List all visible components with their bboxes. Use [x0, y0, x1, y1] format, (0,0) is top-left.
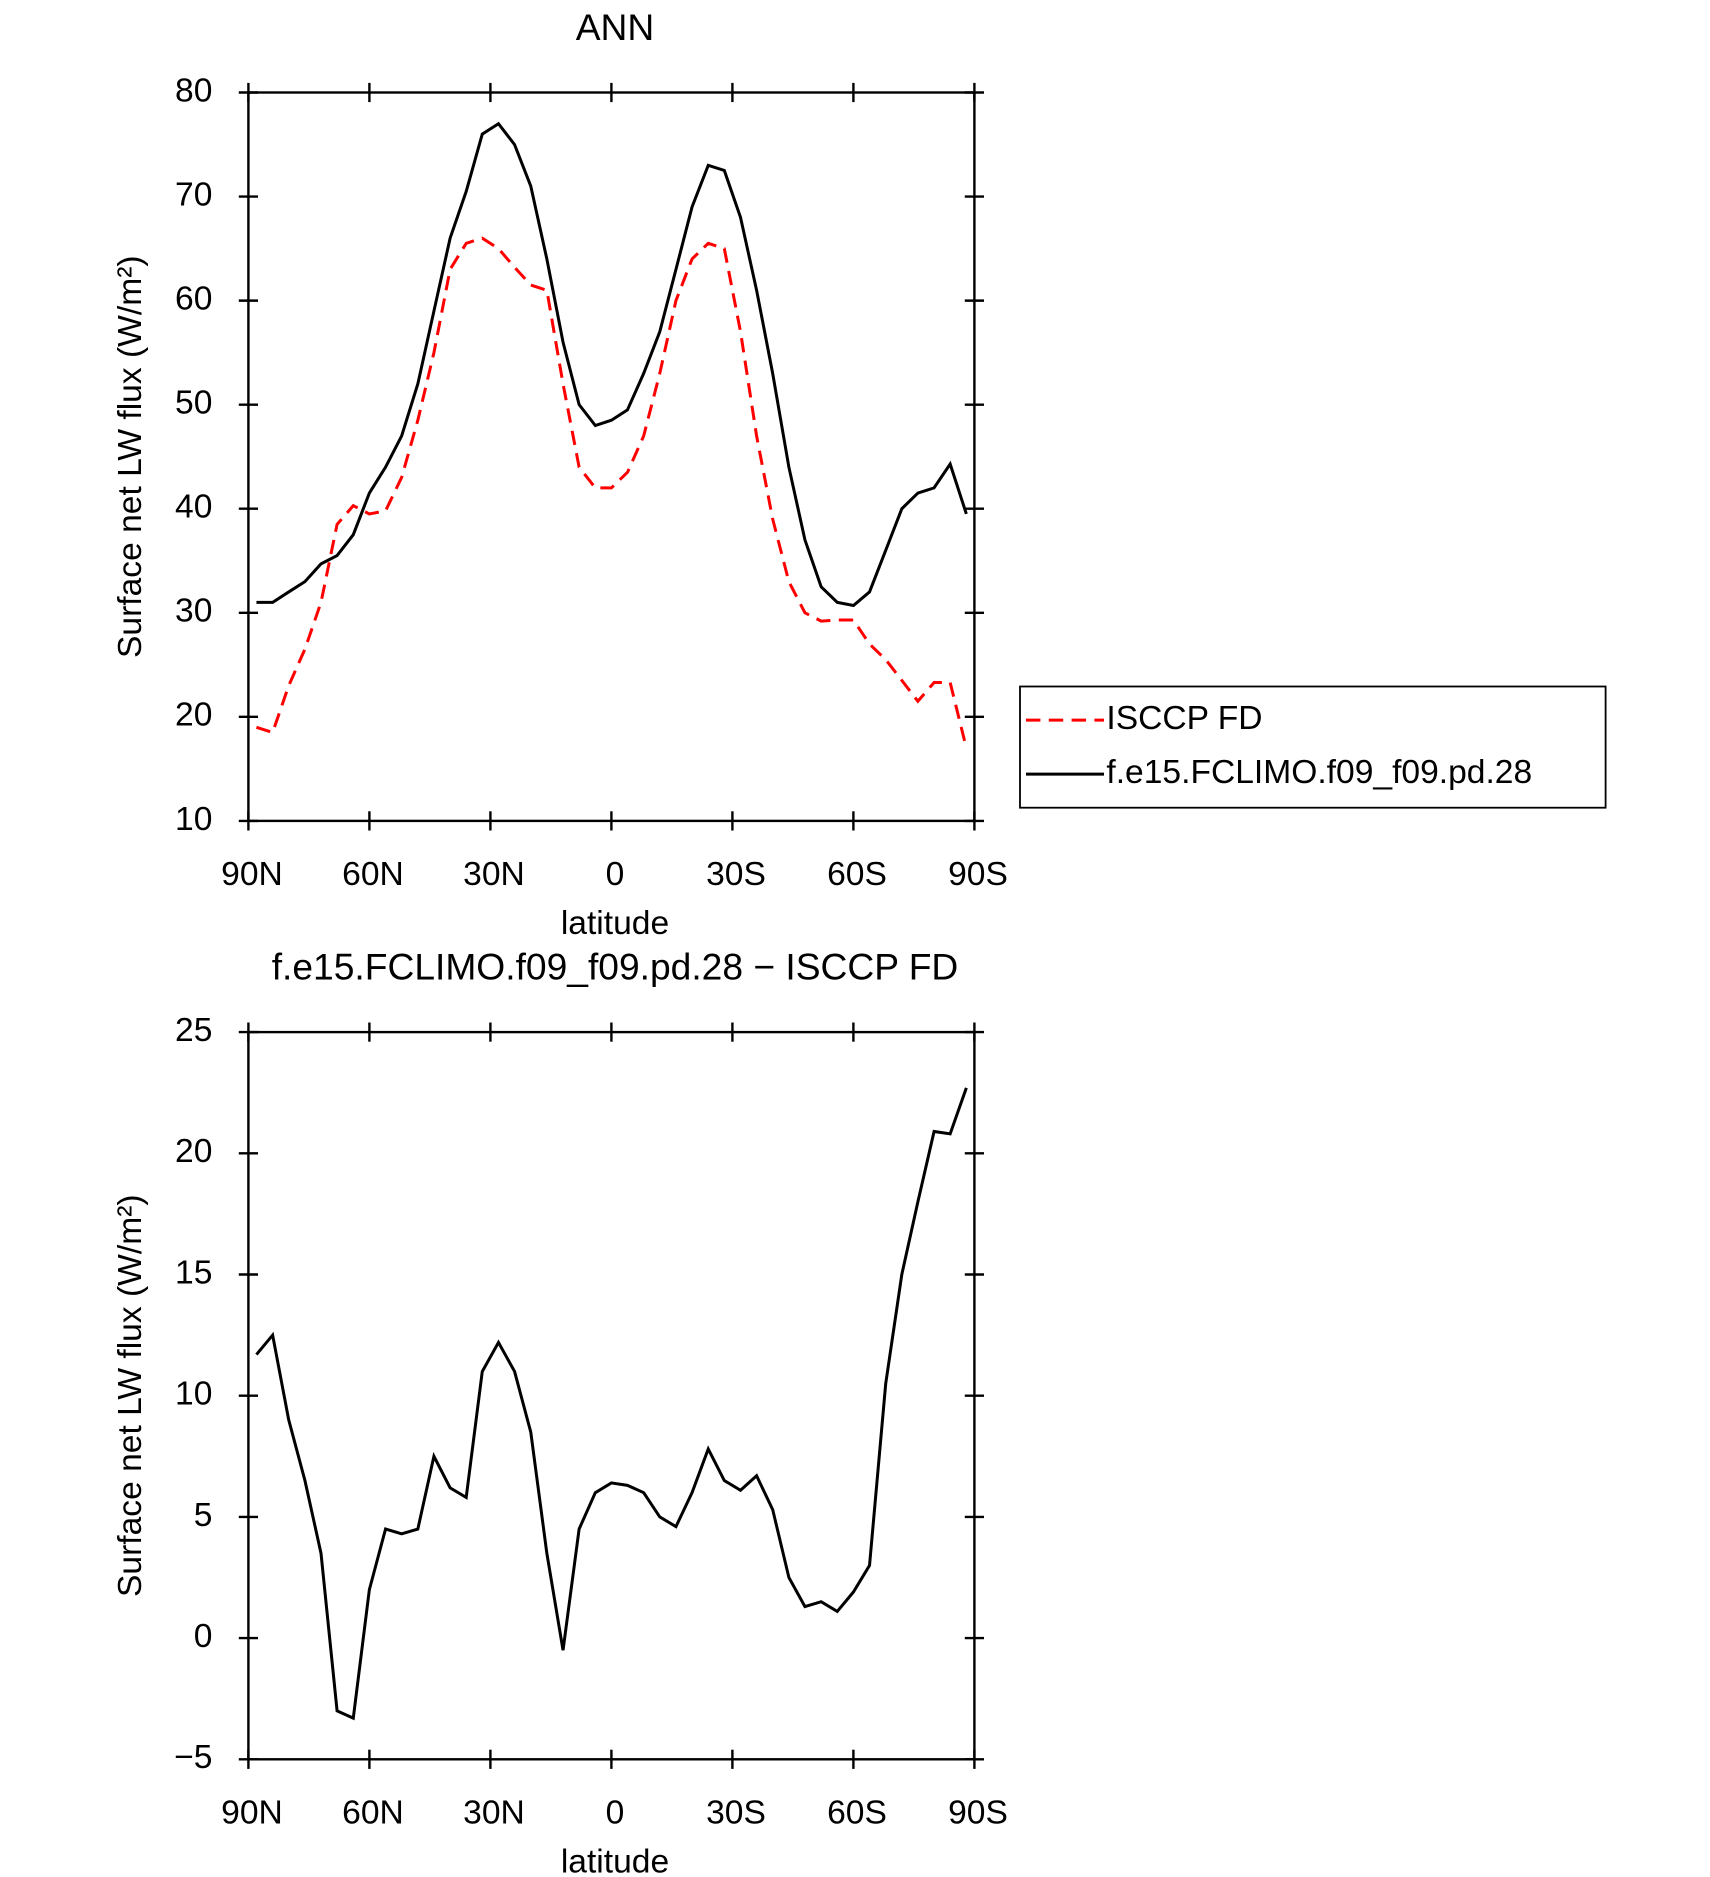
x-tick-label: 90S	[948, 1794, 1008, 1831]
y-tick-label: 5	[194, 1497, 213, 1534]
x-tick-label: 30N	[463, 856, 525, 893]
y-tick-label: 40	[175, 489, 212, 526]
y-tick-label: 10	[175, 1376, 212, 1413]
y-axis-label: Surface net LW flux (W/m²)	[112, 255, 149, 658]
plot-frame	[247, 91, 976, 823]
x-tick-label: 60S	[827, 1794, 887, 1831]
x-tick-label: 90N	[221, 1794, 283, 1831]
x-tick-label: 0	[606, 1794, 625, 1831]
x-axis-label: latitude	[561, 905, 669, 942]
data-line	[255, 1087, 968, 1721]
x-axis-label: latitude	[561, 1844, 669, 1877]
x-tick-label: 0	[606, 856, 625, 893]
x-tick-label: 30N	[463, 1794, 525, 1831]
y-tick-label: 10	[175, 801, 212, 838]
x-tick-label: 30S	[706, 856, 766, 893]
plot-frame	[247, 1030, 976, 1761]
chart-title: ANN	[576, 6, 655, 48]
y-tick-label: 60	[175, 280, 212, 317]
legend-box	[1019, 685, 1607, 809]
y-tick-label: 70	[175, 176, 212, 213]
x-tick-label: 60N	[342, 856, 404, 893]
y-axis-label: Surface net LW flux (W/m²)	[112, 1194, 149, 1597]
y-tick-label: −5	[174, 1739, 212, 1776]
y-tick-label: 20	[175, 697, 212, 734]
legend-label: ISCCP FD	[1106, 700, 1262, 737]
x-tick-label: 30S	[706, 1794, 766, 1831]
legend-label: f.e15.FCLIMO.f09_f09.pd.28	[1106, 754, 1532, 791]
data-line	[255, 236, 968, 749]
y-tick-label: 30	[175, 593, 212, 630]
x-tick-label: 90S	[948, 856, 1008, 893]
x-tick-label: 90N	[221, 856, 283, 893]
y-tick-label: 15	[175, 1254, 212, 1291]
y-tick-label: 80	[175, 72, 212, 109]
data-line	[256, 121, 968, 608]
y-tick-label: 25	[175, 1012, 212, 1049]
y-tick-label: 20	[175, 1133, 212, 1170]
chart-title: f.e15.FCLIMO.f09_f09.pd.28 − ISCCP FD	[272, 946, 959, 988]
x-tick-label: 60N	[342, 1794, 404, 1831]
x-tick-label: 60S	[827, 856, 887, 893]
y-tick-label: 0	[194, 1618, 213, 1655]
y-tick-label: 50	[175, 385, 212, 422]
